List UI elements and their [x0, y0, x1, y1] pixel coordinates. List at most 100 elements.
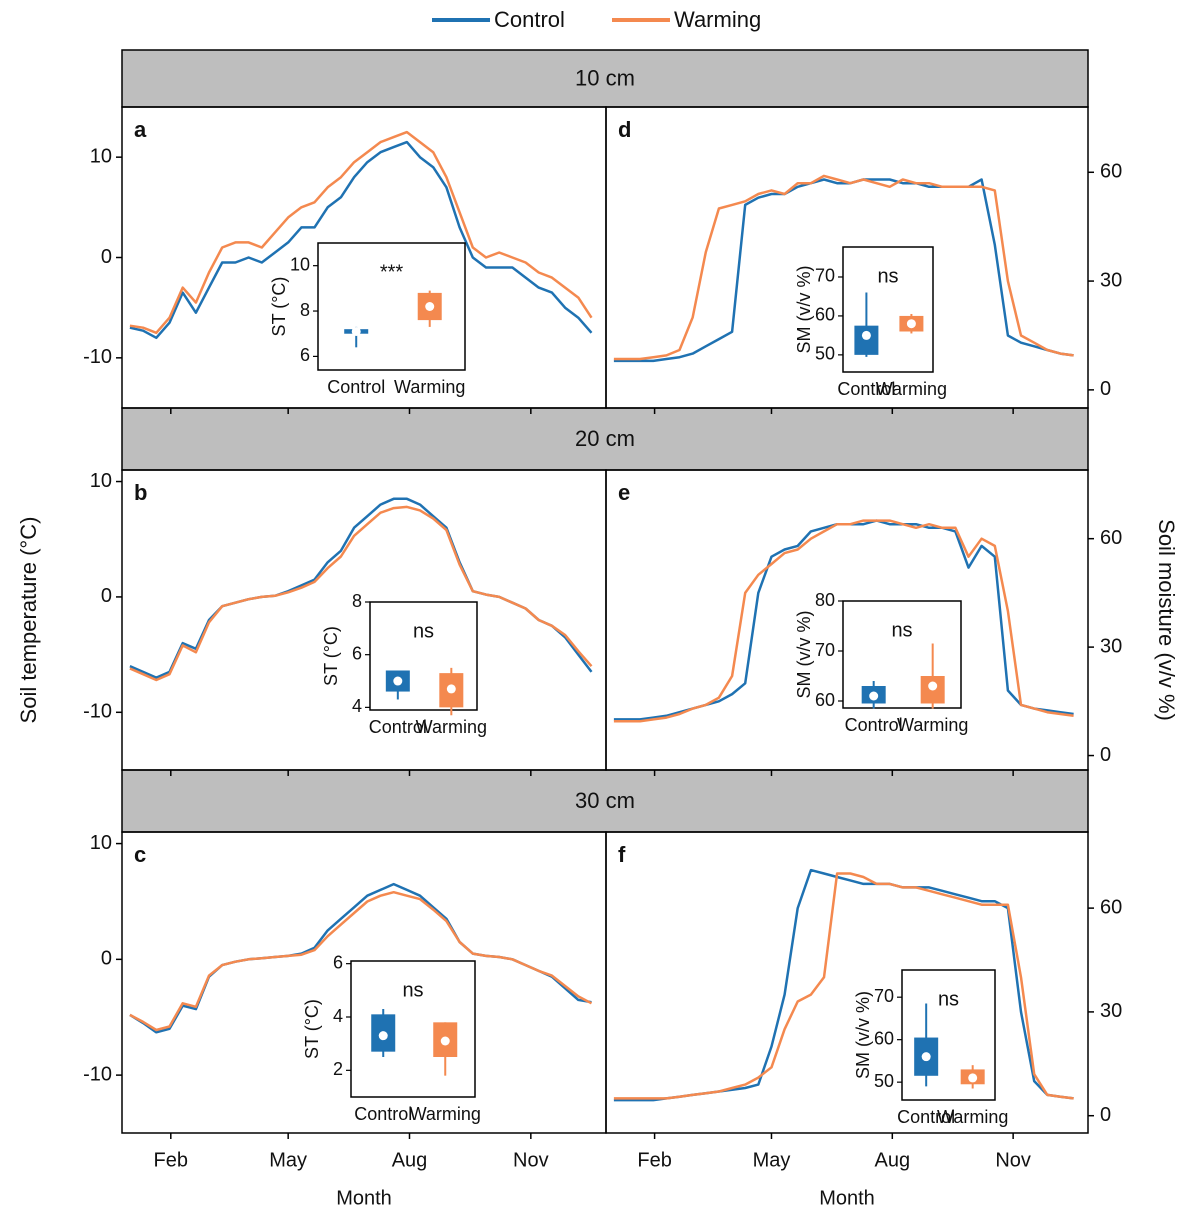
inset-x-tick-label: Warming — [416, 717, 487, 737]
inset-y-tick-label: 8 — [352, 591, 362, 611]
inset-y-title: ST (°C) — [302, 999, 322, 1059]
inset-y-tick-label: 6 — [352, 643, 362, 663]
series-line — [613, 519, 1074, 723]
y-tick-label: 60 — [1100, 161, 1122, 183]
inset-y-tick-label: 10 — [290, 254, 310, 274]
y-tick-label: 0 — [101, 948, 112, 970]
y-tick-label: 30 — [1100, 1000, 1122, 1022]
series-line — [613, 174, 1074, 361]
series-line — [129, 140, 593, 340]
box-mean — [921, 1052, 931, 1062]
y-tick-label: 10 — [90, 470, 112, 492]
y-tick-label: 0 — [101, 585, 112, 607]
y-axis-title-left: Soil temperature (°C) — [16, 517, 41, 724]
box-mean — [425, 302, 435, 311]
inset-y-tick-label: 50 — [874, 1071, 894, 1091]
inset-y-title: SM (v/v %) — [853, 991, 873, 1079]
x-axis-title: Month — [336, 1187, 392, 1209]
series-line — [613, 872, 1074, 1100]
inset-x-tick-label: Control — [845, 715, 903, 735]
panel-label: d — [618, 117, 631, 142]
inset-y-tick-label: 80 — [815, 590, 835, 610]
inset-x-tick-label: Warming — [876, 379, 947, 399]
box-mean — [869, 691, 879, 701]
inset-y-tick-label: 4 — [333, 1006, 343, 1026]
inset-y-tick-label: 70 — [874, 986, 894, 1006]
y-tick-label: 0 — [101, 246, 112, 268]
y-tick-label: -10 — [83, 1063, 112, 1085]
y-tick-label: 60 — [1100, 527, 1122, 549]
series-line — [613, 178, 1074, 363]
panel-frame — [121, 469, 607, 771]
panel-frame — [605, 469, 1089, 771]
inset-x-tick-label: Control — [837, 379, 895, 399]
x-tick-label: Nov — [995, 1149, 1031, 1171]
inset-y-tick-label: 8 — [300, 300, 310, 320]
box-mean — [906, 319, 916, 329]
x-tick-label: Aug — [875, 1149, 911, 1171]
inset-annotation: ns — [877, 265, 898, 287]
inset-y-tick-label: 2 — [333, 1059, 343, 1079]
strip-label: 30 cm — [575, 788, 635, 813]
panel-frame — [605, 831, 1089, 1134]
inset-background — [317, 242, 466, 371]
y-tick-label: 0 — [1100, 1104, 1111, 1126]
box-mean — [440, 1036, 450, 1046]
inset-annotation: ns — [413, 620, 434, 642]
box — [854, 325, 879, 355]
inset-y-tick-label: 6 — [333, 952, 343, 972]
box-mean — [393, 676, 403, 686]
x-tick-label: May — [753, 1149, 791, 1171]
inset-x-tick-label: Warming — [937, 1107, 1008, 1127]
y-tick-label: 0 — [1100, 378, 1111, 400]
panel-label: a — [134, 117, 147, 142]
inset-x-tick-label: Control — [327, 377, 385, 397]
inset-annotation: ns — [891, 619, 912, 641]
y-tick-label: -10 — [83, 701, 112, 723]
inset-y-tick-label: 60 — [815, 305, 835, 325]
inset-y-tick-label: 6 — [300, 345, 310, 365]
box-mean — [968, 1073, 978, 1083]
y-tick-label: 30 — [1100, 635, 1122, 657]
panel-label: c — [134, 842, 146, 867]
inset-x-tick-label: Warming — [410, 1104, 481, 1124]
inset-y-tick-label: 60 — [815, 690, 835, 710]
x-tick-label: Aug — [392, 1149, 428, 1171]
x-tick-label: Feb — [637, 1149, 671, 1171]
inset-y-tick-label: 60 — [874, 1028, 894, 1048]
legend-label: Warming — [674, 7, 761, 32]
box-mean — [378, 1031, 388, 1041]
y-axis-title-right: Soil moisture (v/v %) — [1154, 519, 1179, 721]
box-mean — [351, 326, 361, 336]
box-mean — [446, 684, 456, 694]
x-tick-label: May — [269, 1149, 307, 1171]
panel-label: f — [618, 842, 626, 867]
y-tick-label: -10 — [83, 346, 112, 368]
strip-label: 10 cm — [575, 65, 635, 90]
inset-y-tick-label: 70 — [815, 640, 835, 660]
strip-label: 20 cm — [575, 426, 635, 451]
series-line — [129, 130, 593, 335]
inset-y-tick-label: 50 — [815, 344, 835, 364]
inset-y-title: ST (°C) — [321, 626, 341, 686]
strip — [121, 769, 1089, 833]
strip — [121, 49, 1089, 108]
inset-x-tick-label: Warming — [394, 377, 465, 397]
inset-x-tick-label: Control — [369, 717, 427, 737]
y-tick-label: 10 — [90, 832, 112, 854]
panel-frame — [605, 106, 1089, 409]
legend-label: Control — [494, 7, 565, 32]
inset-y-title: SM (v/v %) — [794, 266, 814, 354]
box-mean — [928, 681, 938, 691]
series-line — [129, 505, 593, 682]
inset-y-title: ST (°C) — [269, 277, 289, 337]
series-line — [129, 890, 593, 1032]
inset-background — [901, 969, 996, 1101]
inset-annotation: *** — [380, 261, 404, 283]
y-tick-label: 60 — [1100, 896, 1122, 918]
inset-x-tick-label: Control — [354, 1104, 412, 1124]
box-mean — [861, 330, 871, 340]
inset-x-tick-label: Warming — [897, 715, 968, 735]
